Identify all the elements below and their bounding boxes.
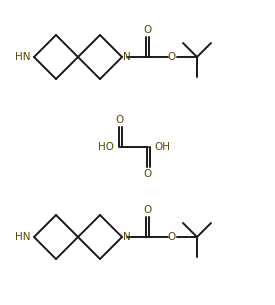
Text: O: O bbox=[116, 115, 124, 125]
Text: HO: HO bbox=[98, 142, 114, 152]
Text: O: O bbox=[144, 169, 152, 179]
Text: O: O bbox=[143, 205, 151, 215]
Text: O: O bbox=[168, 52, 176, 62]
Text: O: O bbox=[168, 232, 176, 242]
Text: N: N bbox=[123, 52, 131, 62]
Text: HN: HN bbox=[15, 52, 31, 62]
Text: OH: OH bbox=[154, 142, 170, 152]
Text: N: N bbox=[123, 232, 131, 242]
Text: O: O bbox=[143, 25, 151, 35]
Text: HN: HN bbox=[15, 232, 31, 242]
